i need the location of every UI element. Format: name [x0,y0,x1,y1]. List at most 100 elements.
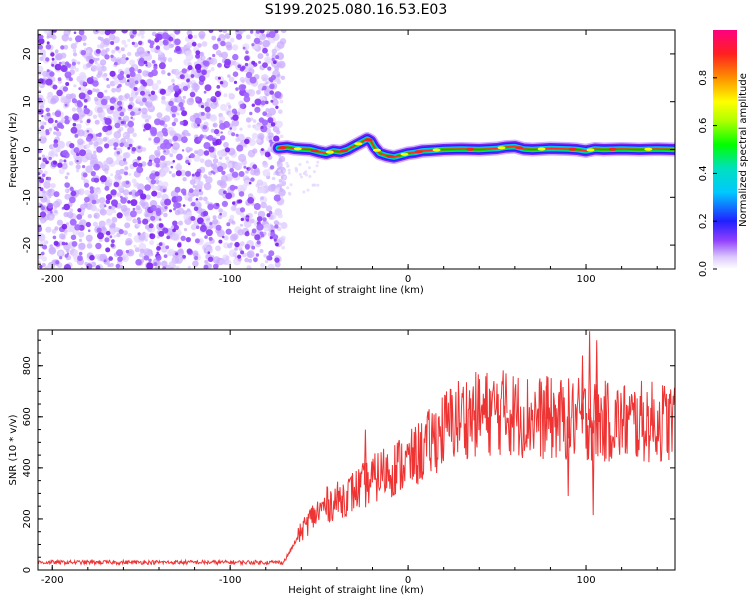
noise-speck-light [165,160,171,166]
noise-speck-dark [185,170,192,177]
noise-speck-dark [266,213,271,218]
noise-speck-light [156,79,162,85]
noise-speck-light [182,129,189,137]
noise-speck-light [229,234,237,242]
noise-speck-dark [225,228,232,235]
noise-speck-light [219,258,226,265]
noise-speck-light [312,170,316,174]
noise-speck-dark [172,135,179,141]
noise-speck-light [142,70,149,77]
noise-speck-dark [62,86,69,92]
ridge-highlight [515,146,524,150]
noise-speck-light [161,69,166,75]
noise-speck-dark [125,180,130,185]
snr-frame [37,329,676,571]
noise-speck-light [69,93,74,99]
noise-speck-dark [215,224,222,231]
noise-speck-light [283,175,287,179]
x-tick-label: -100 [219,575,242,586]
noise-speck-dark [92,80,99,87]
noise-speck-dark [259,30,265,34]
noise-speck-light [268,184,276,192]
noise-speck-light [239,127,243,131]
noise-speck-light [93,141,99,147]
noise-speck-light [277,187,280,191]
noise-speck-light [279,180,287,187]
noise-speck-light [192,260,199,267]
noise-speck-dark [69,143,75,149]
noise-speck-dark [52,235,57,240]
noise-speck-light [102,137,108,142]
noise-speck-dark [119,70,125,76]
noise-speck-light [210,67,215,72]
noise-speck-dark [140,90,145,96]
noise-speck-light [265,53,269,57]
ridge-highlight [386,154,395,158]
noise-speck-dark [164,205,168,210]
noise-speck-dark [159,155,166,161]
noise-speck-light [215,96,221,101]
noise-speck-dark [72,122,77,127]
noise-speck-light [307,166,311,170]
noise-speck-light [260,201,267,209]
noise-speck-light [138,242,147,251]
noise-speck-dark [64,119,70,125]
noise-speck-light [58,250,63,256]
noise-speck-dark [143,128,146,132]
noise-speck-light [61,61,66,66]
noise-speck-light [191,232,196,237]
noise-speck-dark [243,165,247,169]
noise-speck-light [282,178,286,182]
noise-speck-light [278,179,282,183]
noise-speck-light [218,188,226,196]
noise-speck-light [98,30,106,35]
noise-speck-dark [102,125,109,133]
noise-speck-light [57,140,65,149]
snr-spike [595,340,599,421]
noise-speck-dark [256,216,263,222]
noise-speck-dark [78,92,86,100]
noise-speck-dark [125,249,130,254]
noise-speck-light [161,95,166,101]
noise-speck-dark [122,158,127,162]
noise-speck-dark [125,57,129,61]
noise-speck-light [256,89,261,95]
noise-speck-light [38,65,44,74]
noise-speck-light [283,169,287,173]
noise-speck-light [124,253,129,258]
noise-speck-dark [224,58,232,66]
snr-spike [545,375,549,419]
noise-speck-dark [203,90,207,94]
noise-speck-light [127,126,135,134]
noise-speck-dark [71,241,78,247]
noise-speck-dark [194,255,199,261]
noise-speck-light [202,134,207,139]
noise-speck-dark [250,30,254,34]
noise-speck-dark [159,88,166,95]
noise-speck-dark [174,186,181,193]
noise-speck-dark [113,181,120,188]
snr-spike [363,429,367,485]
noise-speck-dark [252,164,258,170]
y-tick-label: 200 [22,509,33,528]
snr-series-line [38,370,675,567]
noise-speck-dark [116,249,123,257]
noise-speck-light [96,107,103,113]
noise-speck-light [90,204,97,212]
noise-speck-dark [268,250,275,257]
noise-speck-light [185,146,192,153]
noise-speck-dark [217,165,224,173]
noise-speck-dark [254,98,262,106]
noise-speck-light [158,40,164,46]
noise-speck-light [87,214,93,219]
noise-speck-light [245,170,249,174]
noise-speck-light [199,51,204,56]
noise-speck-light [239,241,245,247]
noise-speck-light [185,50,192,56]
noise-speck-light [189,179,196,186]
noise-speck-light [254,123,261,131]
noise-speck-dark [73,147,80,154]
noise-speck-light [312,183,315,187]
noise-speck-dark [205,229,213,237]
